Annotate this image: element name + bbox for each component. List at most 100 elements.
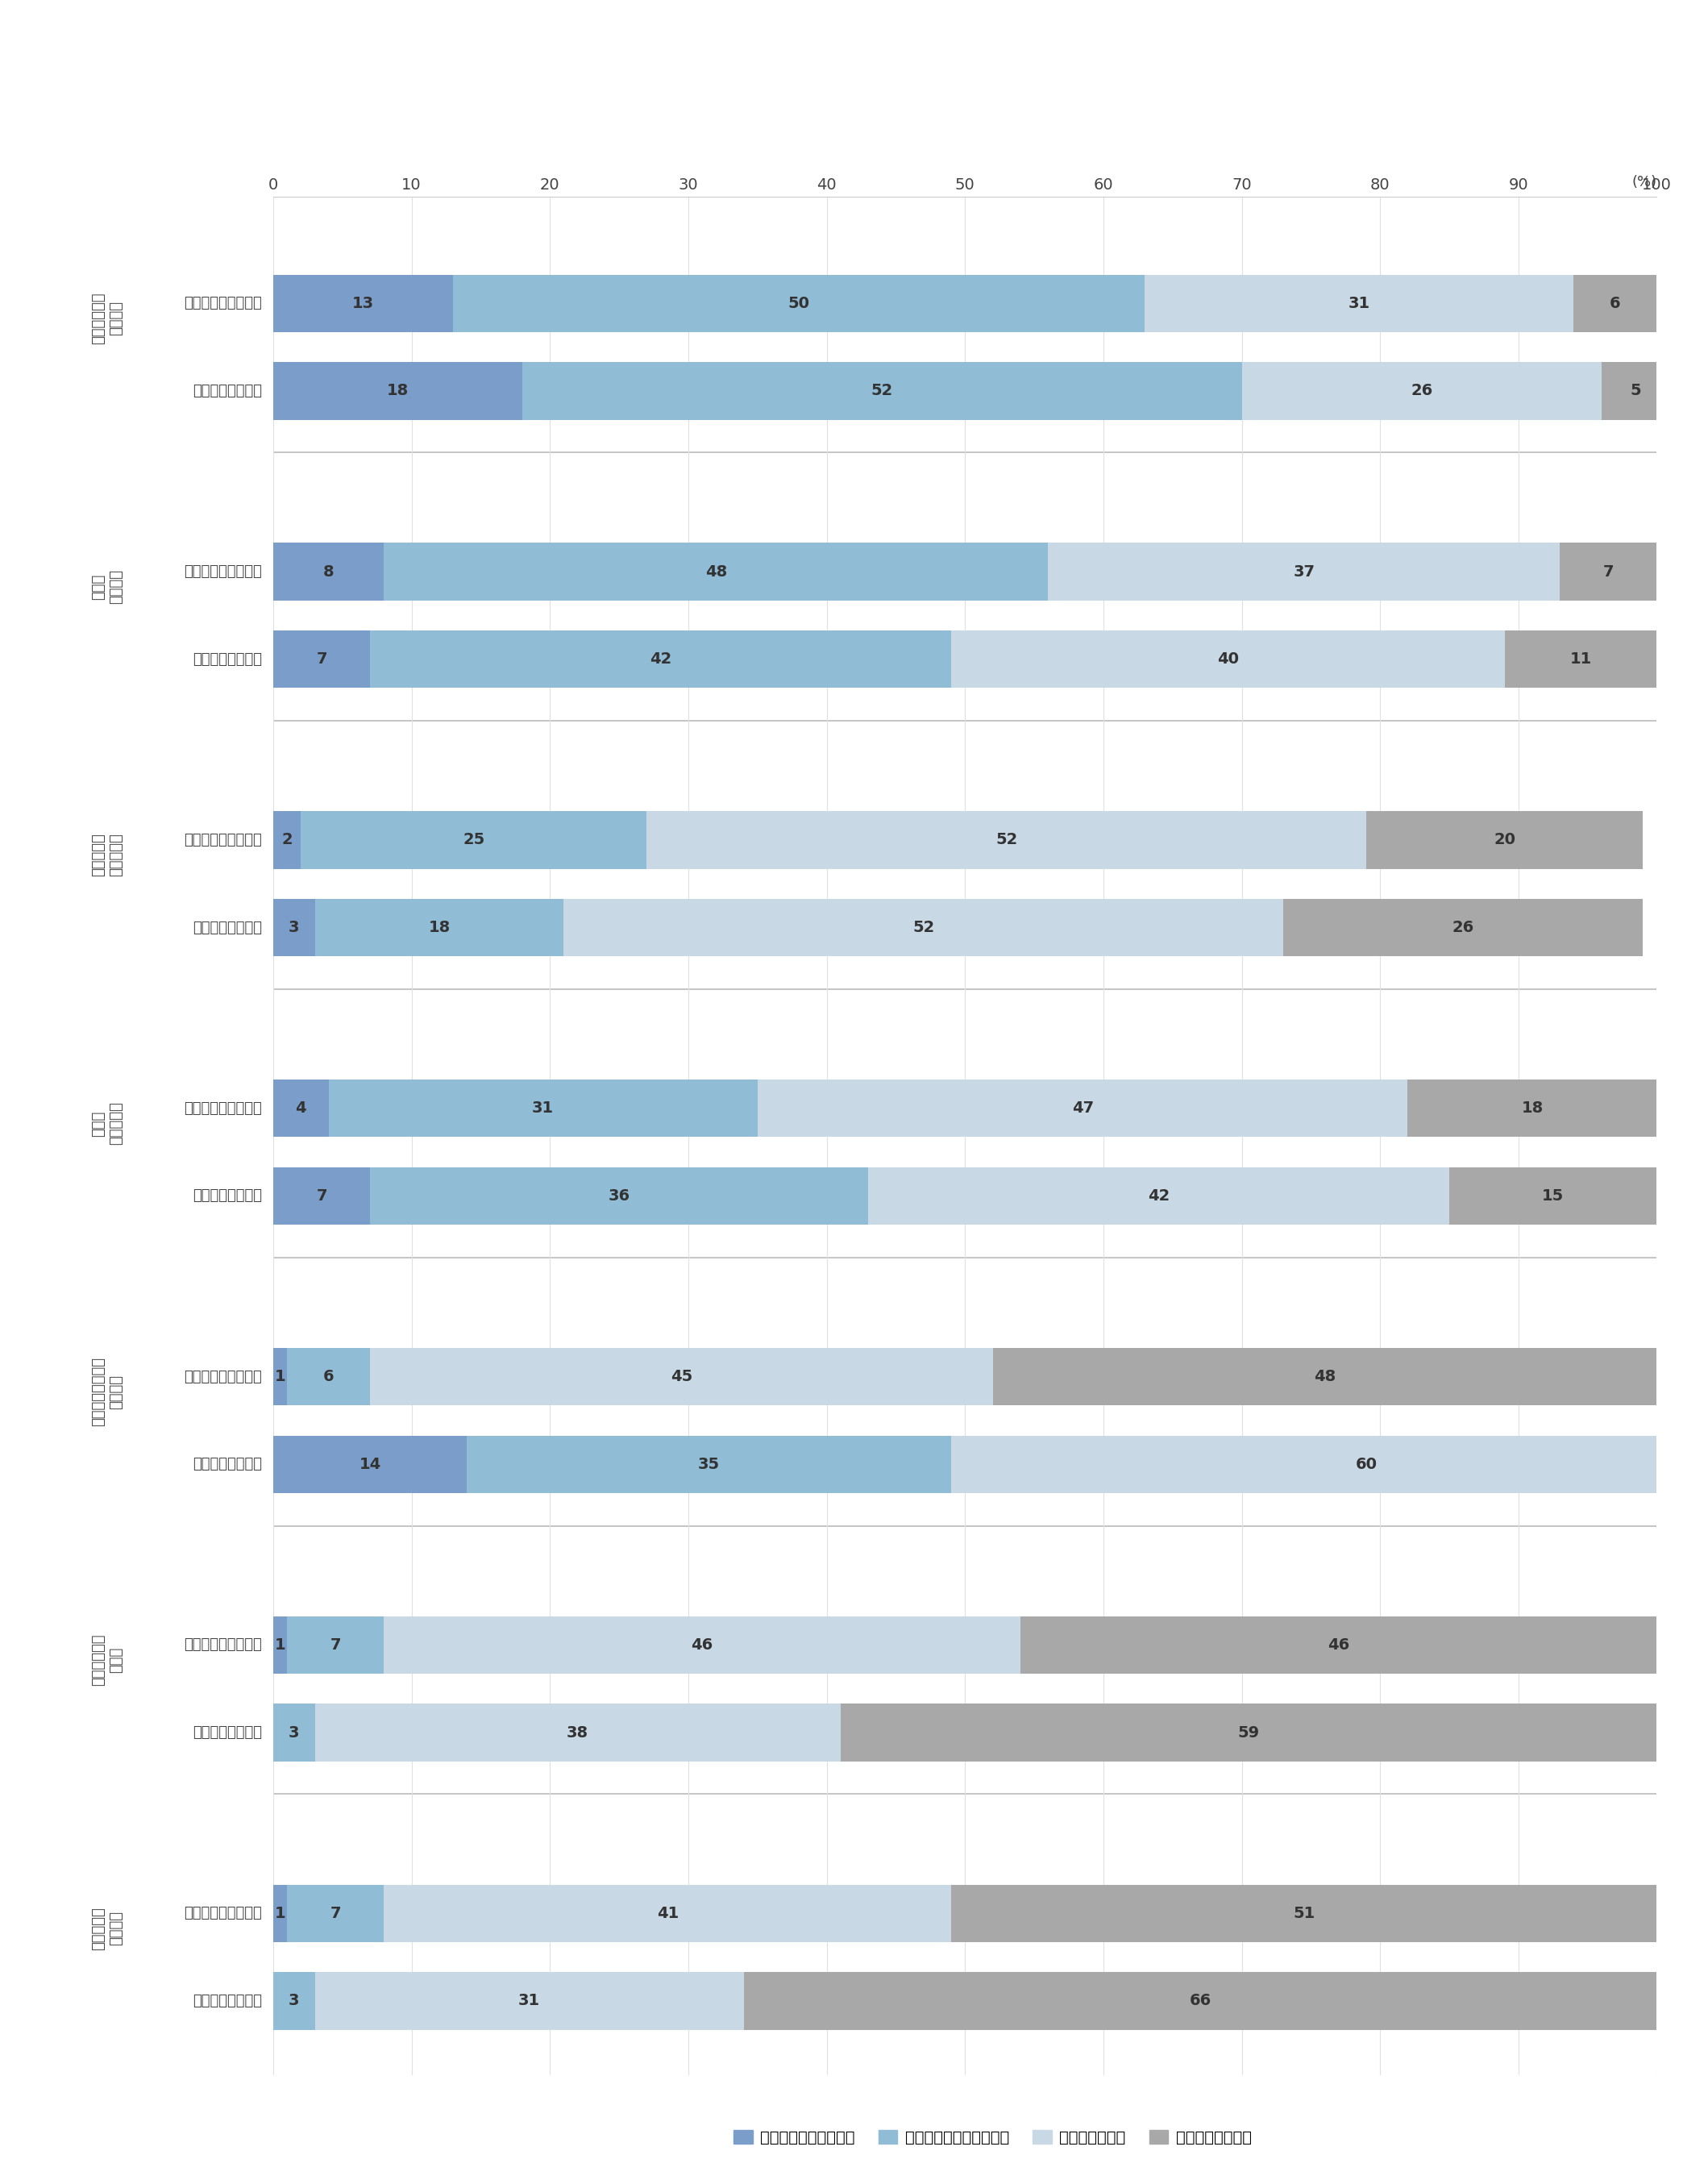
- Text: 1: 1: [275, 1638, 285, 1653]
- Text: ポピュリスト志向: ポピュリスト志向: [193, 1725, 263, 1741]
- Bar: [466, 1435, 951, 1494]
- Text: 7: 7: [316, 651, 328, 666]
- Bar: [951, 631, 1505, 688]
- Bar: [992, 1348, 1657, 1404]
- Text: 52: 52: [912, 919, 934, 935]
- Text: 人間関係が
希薄になる: 人間関係が 希薄になる: [91, 834, 123, 876]
- Text: 3: 3: [289, 1725, 299, 1741]
- Bar: [1448, 1166, 1657, 1225]
- Bar: [273, 363, 523, 419]
- Bar: [384, 1616, 1020, 1673]
- Text: 非ポピュリスト志向: 非ポピュリスト志向: [184, 832, 263, 847]
- Bar: [287, 1348, 371, 1404]
- Bar: [384, 1885, 951, 1942]
- Bar: [314, 1972, 743, 2029]
- Text: 41: 41: [656, 1907, 678, 1922]
- Text: 42: 42: [1148, 1188, 1170, 1203]
- Text: 非ポピュリスト志向: 非ポピュリスト志向: [184, 1638, 263, 1653]
- Bar: [273, 1616, 287, 1673]
- Text: 18: 18: [1522, 1101, 1544, 1116]
- Bar: [273, 1704, 314, 1760]
- Bar: [328, 1079, 758, 1138]
- Bar: [1144, 275, 1573, 332]
- Bar: [647, 810, 1366, 869]
- Text: 13: 13: [352, 295, 374, 310]
- Text: 59: 59: [1238, 1725, 1259, 1741]
- Text: 4: 4: [295, 1101, 306, 1116]
- Text: 非ポピュリスト志向: 非ポピュリスト志向: [184, 1369, 263, 1385]
- Bar: [1505, 631, 1657, 688]
- Text: ポピュリスト志向: ポピュリスト志向: [193, 1457, 263, 1472]
- Text: 14: 14: [359, 1457, 381, 1472]
- Text: 47: 47: [1071, 1101, 1093, 1116]
- Bar: [273, 1079, 328, 1138]
- Text: ポピュリスト志向: ポピュリスト志向: [193, 1188, 263, 1203]
- Bar: [1573, 275, 1657, 332]
- Text: 1: 1: [275, 1907, 285, 1922]
- Text: セキュリティ被害
が増える: セキュリティ被害 が増える: [91, 1356, 123, 1426]
- Text: 26: 26: [1411, 384, 1433, 400]
- Text: 8: 8: [323, 563, 335, 579]
- Text: 非ポピュリスト志向: 非ポピュリスト志向: [184, 1907, 263, 1920]
- Bar: [1407, 1079, 1657, 1138]
- Text: 6: 6: [323, 1369, 335, 1385]
- Bar: [273, 900, 314, 957]
- Text: 26: 26: [1452, 919, 1474, 935]
- Bar: [1242, 363, 1602, 419]
- Bar: [743, 1972, 1657, 2029]
- Text: 7: 7: [330, 1907, 342, 1922]
- Text: 31: 31: [533, 1101, 553, 1116]
- Text: 66: 66: [1189, 1994, 1211, 2009]
- Text: 7: 7: [1602, 563, 1614, 579]
- Bar: [384, 544, 1049, 601]
- Text: ポピュリスト志向: ポピュリスト志向: [193, 653, 263, 666]
- Bar: [273, 1885, 287, 1942]
- Text: 36: 36: [608, 1188, 630, 1203]
- Bar: [273, 544, 384, 601]
- Text: 3: 3: [289, 1994, 299, 2009]
- Bar: [287, 1885, 384, 1942]
- Text: 40: 40: [1218, 651, 1238, 666]
- Bar: [287, 1616, 384, 1673]
- Text: 60: 60: [1356, 1457, 1377, 1472]
- Text: 6: 6: [1609, 295, 1621, 310]
- Bar: [1020, 1616, 1657, 1673]
- Text: 非ポピュリスト志向: 非ポピュリスト志向: [184, 563, 263, 579]
- Bar: [273, 810, 301, 869]
- Bar: [273, 631, 371, 688]
- Text: 所得格差が
拡大する: 所得格差が 拡大する: [91, 1907, 123, 1950]
- Text: 2: 2: [282, 832, 292, 847]
- Text: 20: 20: [1494, 832, 1515, 847]
- Text: 15: 15: [1542, 1188, 1565, 1203]
- Text: ポピュリスト志向: ポピュリスト志向: [193, 919, 263, 935]
- Text: 生活が
便利になる: 生活が 便利になる: [91, 1101, 123, 1144]
- Text: (%): (%): [1631, 175, 1657, 190]
- Text: 51: 51: [1293, 1907, 1315, 1922]
- Text: 25: 25: [463, 832, 485, 847]
- Text: 50: 50: [787, 295, 810, 310]
- Text: 35: 35: [699, 1457, 721, 1472]
- Bar: [840, 1704, 1657, 1760]
- Text: 7: 7: [330, 1638, 342, 1653]
- Text: 52: 52: [871, 384, 893, 400]
- Bar: [1049, 544, 1559, 601]
- Text: 31: 31: [1348, 295, 1370, 310]
- Bar: [951, 1435, 1708, 1494]
- Bar: [453, 275, 1144, 332]
- Bar: [273, 1972, 314, 2029]
- Bar: [758, 1079, 1407, 1138]
- Text: 7: 7: [316, 1188, 328, 1203]
- Text: 31: 31: [518, 1994, 540, 2009]
- Bar: [868, 1166, 1448, 1225]
- Text: うその情報が
増える: うその情報が 増える: [91, 1634, 123, 1686]
- Text: 仕事が
なくなる: 仕事が なくなる: [91, 570, 123, 605]
- Legend: 全く起こりそうにない, あまり起こりそうにない, やや起こりそう, とても起こりそう: 全く起こりそうにない, あまり起こりそうにない, やや起こりそう, とても起こり…: [728, 2123, 1259, 2151]
- Bar: [564, 900, 1283, 957]
- Text: ポピュリスト志向: ポピュリスト志向: [193, 384, 263, 397]
- Bar: [1366, 810, 1643, 869]
- Text: 18: 18: [429, 919, 451, 935]
- Text: 非ポピュリスト志向: 非ポピュリスト志向: [184, 297, 263, 310]
- Bar: [951, 1885, 1657, 1942]
- Bar: [273, 1348, 287, 1404]
- Text: 新たな仕事が
生まれる: 新たな仕事が 生まれる: [91, 293, 123, 345]
